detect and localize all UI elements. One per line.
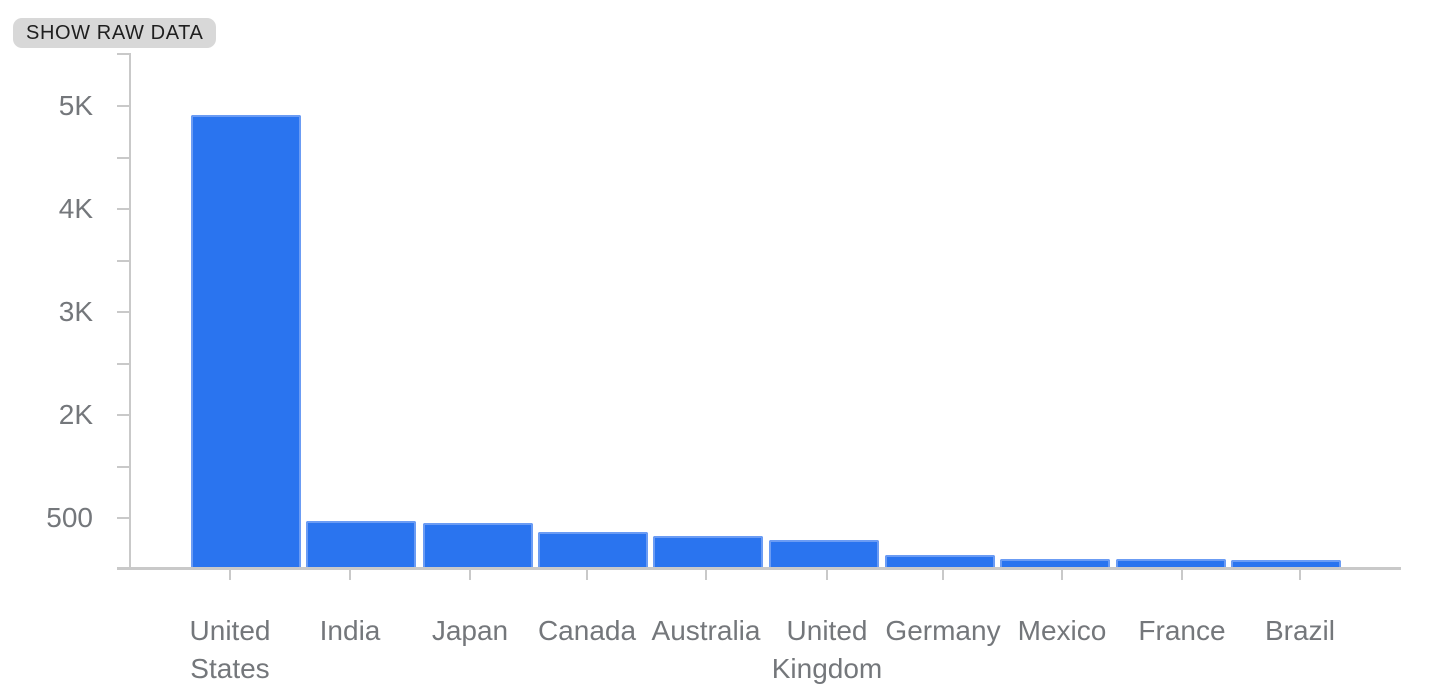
x-axis-tick xyxy=(586,570,588,580)
y-axis-tick-label: 500 xyxy=(46,502,93,533)
bar-mexico[interactable] xyxy=(1000,558,1110,567)
x-axis-tick xyxy=(705,570,707,580)
x-axis-label-united-kingdom: United Kingdom xyxy=(771,615,883,684)
x-axis-label-united-states: United States xyxy=(189,615,271,684)
bar-india[interactable] xyxy=(306,521,416,567)
y-axis-tick xyxy=(117,260,130,262)
y-axis-tick-label: 4K xyxy=(58,193,93,224)
x-axis-label-australia: Australia xyxy=(651,615,761,646)
y-axis-tick xyxy=(117,105,130,107)
x-axis-tick xyxy=(942,570,944,580)
bar-canada[interactable] xyxy=(538,532,648,567)
x-axis-tick xyxy=(826,570,828,580)
show-raw-data-button[interactable]: SHOW RAW DATA xyxy=(13,18,217,48)
bar-brazil[interactable] xyxy=(1231,559,1341,567)
bar-united-states[interactable] xyxy=(191,115,301,567)
bar-australia[interactable] xyxy=(653,536,763,567)
y-axis-tick xyxy=(117,311,130,313)
y-axis-tick xyxy=(117,466,130,468)
x-axis-label-japan: Japan xyxy=(431,615,509,646)
y-axis-tick-label: 3K xyxy=(58,296,93,327)
bar-france[interactable] xyxy=(1116,558,1226,567)
x-axis-tick xyxy=(469,570,471,580)
x-axis-tick xyxy=(1061,570,1063,580)
y-axis-tick-label: 2K xyxy=(58,399,93,430)
x-axis-label-canada: Canada xyxy=(537,615,637,646)
y-axis-tick xyxy=(117,414,130,416)
x-axis-tick xyxy=(229,570,231,580)
x-axis-tick xyxy=(349,570,351,580)
x-axis-tick xyxy=(1299,570,1301,580)
y-axis-tick xyxy=(117,157,130,159)
x-axis-label-germany: Germany xyxy=(885,615,1001,646)
x-axis-tick xyxy=(1181,570,1183,580)
y-axis-tick xyxy=(117,208,130,210)
x-axis-label-mexico: Mexico xyxy=(1017,615,1107,646)
bar-united-kingdom[interactable] xyxy=(769,540,879,567)
y-axis-line xyxy=(129,53,131,567)
y-axis-tick xyxy=(117,517,130,519)
bar-japan[interactable] xyxy=(423,523,533,567)
bar-germany[interactable] xyxy=(885,554,995,567)
x-axis-label-france: France xyxy=(1138,615,1226,646)
x-axis-label-india: India xyxy=(319,615,381,646)
y-axis-tick-label: 5K xyxy=(58,90,93,121)
y-axis-tick xyxy=(117,53,130,55)
x-axis-label-brazil: Brazil xyxy=(1264,615,1335,646)
y-axis-tick xyxy=(117,363,130,365)
x-axis-line xyxy=(117,567,1401,570)
